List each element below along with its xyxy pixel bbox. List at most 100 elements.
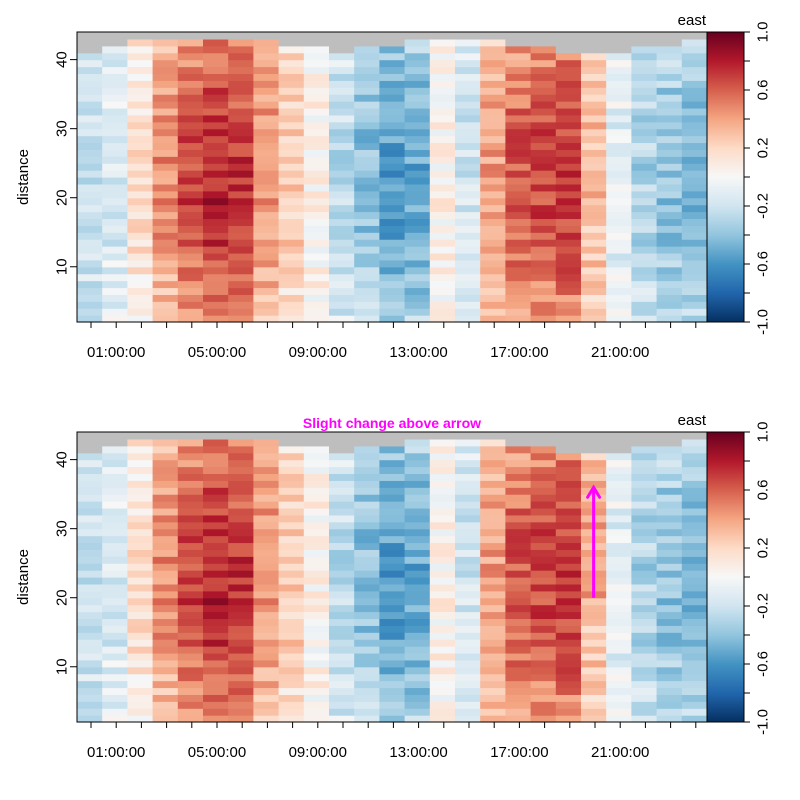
- heatmap-cell: [455, 107, 481, 116]
- heatmap-cell: [127, 438, 154, 447]
- heatmap-cell: [505, 501, 532, 509]
- heatmap-cell: [530, 301, 557, 309]
- heatmap-cell: [228, 701, 254, 709]
- heatmap-cell: [228, 487, 254, 495]
- heatmap-cell: [303, 521, 330, 530]
- heatmap-cell: [656, 190, 683, 199]
- heatmap-cell: [203, 514, 229, 523]
- heatmap-cell: [228, 94, 254, 102]
- heatmap-cell: [555, 273, 582, 282]
- heatmap-cell: [354, 73, 380, 81]
- heatmap-cell: [455, 673, 481, 682]
- heatmap-cell: [404, 183, 431, 192]
- heatmap-cell: [278, 556, 305, 564]
- heatmap-cell: [606, 625, 632, 633]
- heatmap-cell: [429, 445, 456, 454]
- heatmap-cell: [404, 94, 431, 102]
- heatmap-cell: [631, 708, 658, 716]
- heatmap-cell: [455, 280, 481, 289]
- heatmap-cell: [152, 218, 179, 226]
- heatmap-cell: [656, 632, 683, 640]
- heatmap-cell: [278, 687, 305, 695]
- heatmap-cell: [203, 487, 229, 495]
- heatmap-cell: [379, 487, 406, 495]
- heatmap-cell: [505, 673, 532, 682]
- heatmap-cell: [177, 107, 204, 116]
- heatmap-cell: [253, 646, 280, 654]
- heatmap-cell: [480, 445, 506, 454]
- heatmap-cell: [329, 618, 355, 626]
- heatmap-cell: [203, 252, 229, 261]
- heatmap-cell: [606, 577, 632, 585]
- heatmap-cell: [177, 121, 204, 130]
- heatmap-cell: [303, 507, 330, 516]
- heatmap-cell: [253, 149, 280, 157]
- heatmap-cell: [681, 121, 708, 130]
- heatmap-cell: [530, 273, 557, 282]
- heatmap-cell: [455, 473, 481, 481]
- heatmap-cell: [177, 473, 204, 481]
- heatmap-cell: [354, 597, 380, 606]
- heatmap-cell: [127, 452, 154, 461]
- heatmap-cell: [177, 246, 204, 254]
- heatmap-cell: [429, 218, 456, 226]
- heatmap-cell: [177, 480, 204, 488]
- heatmap-cell: [102, 549, 128, 557]
- heatmap-cell: [530, 708, 557, 716]
- heatmap-cell: [127, 183, 154, 192]
- heatmap-cell: [278, 438, 305, 447]
- heatmap-cell: [278, 563, 305, 571]
- heatmap-cell: [530, 287, 557, 295]
- heatmap-cell: [681, 45, 708, 54]
- heatmap-cell: [278, 701, 305, 709]
- heatmap-cell: [505, 156, 532, 164]
- heatmap-cell: [102, 38, 128, 47]
- heatmap-cell: [404, 639, 431, 647]
- heatmap-cell: [152, 52, 179, 61]
- heatmap-cell: [303, 625, 330, 633]
- heatmap-cell: [480, 528, 506, 537]
- heatmap-cell: [77, 183, 103, 192]
- heatmap-cell: [329, 487, 355, 495]
- heatmap-cell: [303, 514, 330, 523]
- heatmap-cell: [228, 128, 254, 137]
- heatmap-cell: [480, 459, 506, 468]
- heatmap-cell: [77, 452, 103, 461]
- heatmap-cell: [278, 452, 305, 461]
- heatmap-cell: [127, 535, 154, 544]
- heatmap-cell: [656, 577, 683, 585]
- heatmap-cell: [530, 163, 557, 171]
- heatmap-cell: [303, 611, 330, 620]
- heatmap-cell: [203, 211, 229, 220]
- heatmap-cell: [379, 535, 406, 544]
- heatmap-cell: [404, 204, 431, 213]
- heatmap-cell: [354, 604, 380, 613]
- heatmap-cell: [228, 445, 254, 454]
- heatmap-cell: [656, 32, 683, 40]
- heatmap-cell: [228, 438, 254, 447]
- heatmap-cell: [253, 170, 280, 178]
- heatmap-cell: [228, 149, 254, 157]
- heatmap-cell: [127, 639, 154, 647]
- colorbar-tick-label: 0.6: [754, 80, 771, 101]
- heatmap-cell: [177, 32, 204, 40]
- heatmap-cell: [606, 170, 632, 178]
- heatmap-cell: [656, 177, 683, 185]
- heatmap-cell: [203, 618, 229, 626]
- heatmap-cell: [681, 170, 708, 178]
- heatmap-cell: [379, 142, 406, 150]
- heatmap-cell: [404, 452, 431, 461]
- heatmap-cell: [656, 183, 683, 192]
- heatmap-cell: [329, 611, 355, 620]
- heatmap-cell: [530, 52, 557, 61]
- heatmap-cell: [102, 121, 128, 130]
- heatmap-cell: [102, 542, 128, 550]
- heatmap-cell: [581, 659, 607, 668]
- heatmap-cell: [77, 432, 103, 440]
- heatmap-cell: [606, 673, 632, 682]
- heatmap-cell: [203, 273, 229, 282]
- heatmap-cell: [681, 708, 708, 716]
- heatmap-cell: [530, 459, 557, 468]
- heatmap-cell: [631, 459, 658, 468]
- heatmap-cell: [102, 597, 128, 606]
